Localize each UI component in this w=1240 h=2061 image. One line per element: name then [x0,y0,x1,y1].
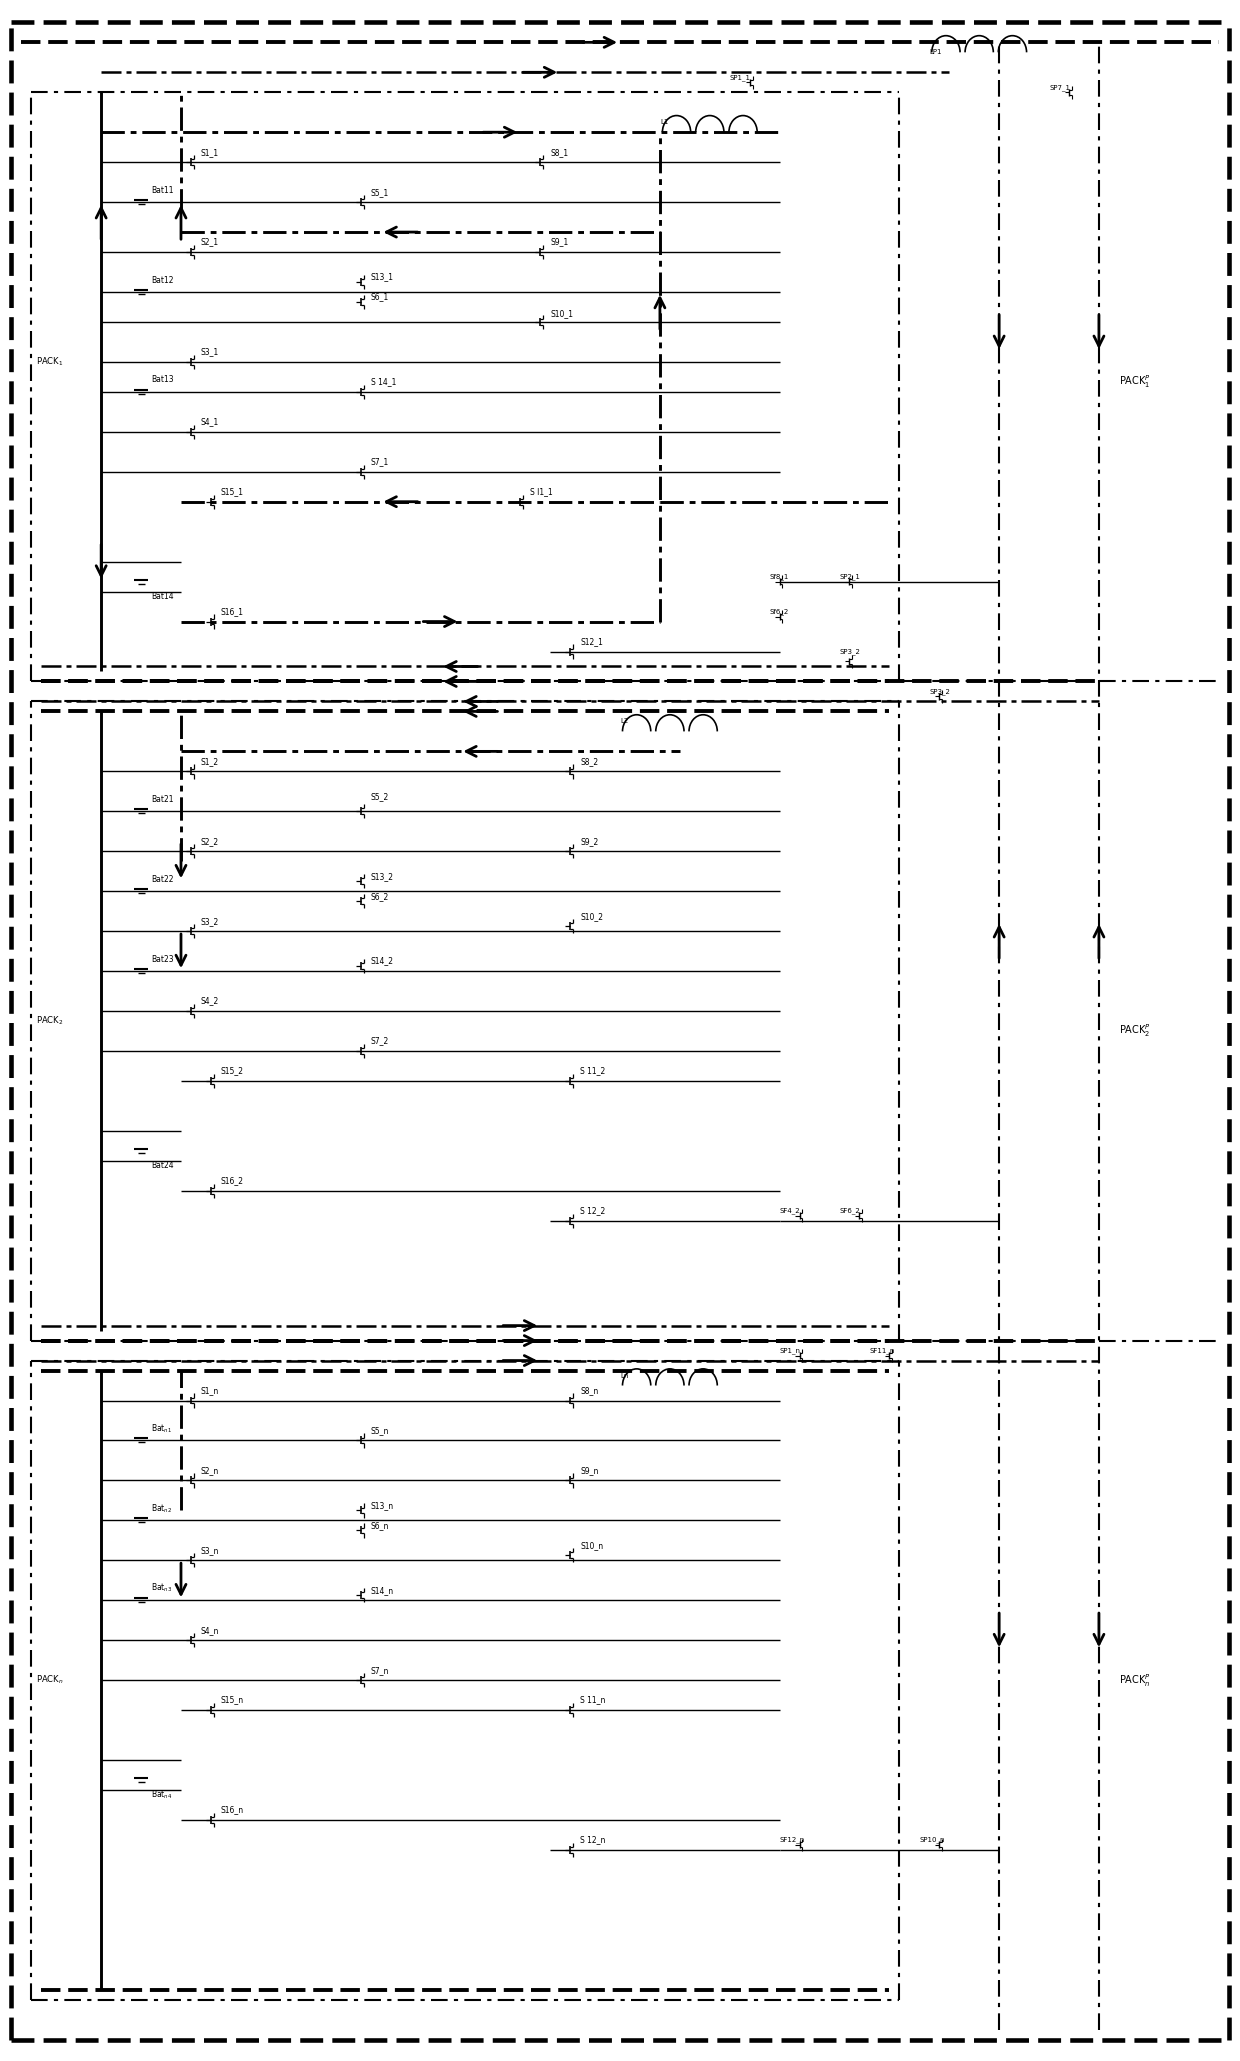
Text: S 11_n: S 11_n [580,1696,605,1704]
Text: SP3_2: SP3_2 [839,647,861,655]
Text: S5_2: S5_2 [371,791,389,802]
Text: S10_1: S10_1 [551,309,573,319]
Text: PACK$_1^P$: PACK$_1^P$ [1118,373,1151,390]
Text: S1_n: S1_n [201,1385,219,1395]
Text: S3_2: S3_2 [201,917,219,925]
Text: S7_1: S7_1 [371,458,389,466]
Text: S16_2: S16_2 [221,1177,244,1185]
Text: SP7_1: SP7_1 [1049,85,1070,91]
Text: S10_2: S10_2 [580,911,603,921]
Text: S4_n: S4_n [201,1626,219,1634]
Text: S6_2: S6_2 [371,892,389,901]
Text: SF12_n: SF12_n [780,1836,805,1843]
Text: PACK$_2^P$: PACK$_2^P$ [1118,1022,1151,1039]
Text: LP1: LP1 [929,49,942,56]
Text: S 12_n: S 12_n [580,1836,605,1845]
Text: PACK$_n$: PACK$_n$ [36,1674,63,1686]
Text: S2_n: S2_n [201,1465,219,1476]
Text: S1_2: S1_2 [201,756,219,767]
Text: Bat23: Bat23 [151,954,174,965]
Text: Sf8_1: Sf8_1 [770,573,789,579]
Text: Bat22: Bat22 [151,874,174,884]
Text: SF4_2: SF4_2 [780,1208,800,1214]
Text: S I1_1: S I1_1 [531,486,553,497]
Text: S4_1: S4_1 [201,416,219,427]
Text: SP1_n: SP1_n [780,1348,801,1354]
Text: S4_2: S4_2 [201,998,219,1006]
Text: Bat21: Bat21 [151,796,174,804]
Text: S7_n: S7_n [371,1665,389,1676]
Text: Bat$_{n4}$: Bat$_{n4}$ [151,1789,172,1801]
Text: S5_n: S5_n [371,1426,389,1434]
Text: Bat13: Bat13 [151,375,174,385]
Text: SF6_2: SF6_2 [839,1208,861,1214]
Text: S8_2: S8_2 [580,756,598,767]
Text: S5_1: S5_1 [371,188,389,196]
Text: SP1_1: SP1_1 [730,74,750,80]
Text: S14_2: S14_2 [371,956,393,967]
Text: L2: L2 [620,719,629,723]
Text: S3_n: S3_n [201,1546,219,1554]
Text: PACK$_2$: PACK$_2$ [36,1014,63,1026]
Text: PACK$_n^P$: PACK$_n^P$ [1118,1671,1151,1688]
Text: Bat$_{n3}$: Bat$_{n3}$ [151,1583,172,1595]
Text: Bat$_{n1}$: Bat$_{n1}$ [151,1422,172,1434]
Text: SP10_n: SP10_n [919,1836,945,1843]
Text: S10_n: S10_n [580,1542,603,1550]
Text: Bat$_{n2}$: Bat$_{n2}$ [151,1502,172,1515]
Text: S15_1: S15_1 [221,486,244,497]
Text: SF11_n: SF11_n [869,1348,895,1354]
Text: S13_1: S13_1 [371,272,393,282]
Text: L1: L1 [660,120,668,126]
Text: Bat24: Bat24 [151,1160,174,1171]
Text: S7_2: S7_2 [371,1037,389,1045]
Text: S8_n: S8_n [580,1385,599,1395]
Text: S6_n: S6_n [371,1521,389,1529]
Text: S14_n: S14_n [371,1585,393,1595]
Text: Sf6_2: Sf6_2 [770,608,789,614]
Text: S 11_2: S 11_2 [580,1066,605,1076]
Text: S2_2: S2_2 [201,837,219,845]
Text: S9_2: S9_2 [580,837,599,845]
Text: S16_1: S16_1 [221,608,244,616]
Text: S 14_1: S 14_1 [371,377,396,385]
Text: S13_n: S13_n [371,1500,393,1511]
Text: S12_1: S12_1 [580,637,603,645]
Text: S2_1: S2_1 [201,237,219,247]
Text: S15_2: S15_2 [221,1066,244,1076]
Text: S13_2: S13_2 [371,872,393,880]
Text: S15_n: S15_n [221,1696,244,1704]
Text: S9_1: S9_1 [551,237,568,247]
Text: S1_1: S1_1 [201,148,219,157]
Text: SP2_1: SP2_1 [839,573,861,579]
Text: S 12_2: S 12_2 [580,1206,605,1216]
Text: Ln: Ln [620,1373,629,1379]
Text: Bat12: Bat12 [151,276,174,284]
Text: S6_1: S6_1 [371,293,389,301]
Text: S16_n: S16_n [221,1805,244,1814]
Text: Bat14: Bat14 [151,592,174,602]
Text: PACK$_1$: PACK$_1$ [36,357,63,369]
Text: S9_n: S9_n [580,1465,599,1476]
Text: SP3_2: SP3_2 [929,688,950,695]
Text: S8_1: S8_1 [551,148,568,157]
Text: S3_1: S3_1 [201,348,219,357]
Text: Bat11: Bat11 [151,185,174,194]
